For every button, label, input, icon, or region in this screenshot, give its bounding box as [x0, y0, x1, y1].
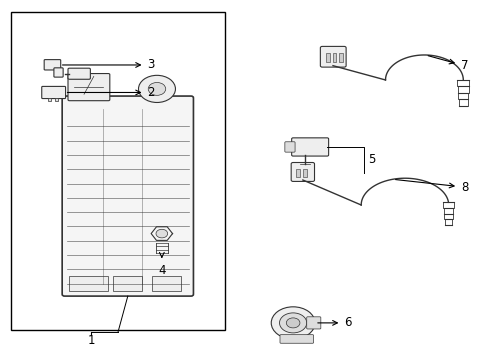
FancyBboxPatch shape — [280, 335, 313, 343]
FancyBboxPatch shape — [306, 317, 320, 329]
Text: 8: 8 — [395, 180, 468, 194]
Text: 4: 4 — [158, 252, 165, 277]
Bar — [325, 53, 329, 62]
FancyBboxPatch shape — [285, 142, 294, 152]
Bar — [69, 276, 108, 291]
Bar — [152, 276, 181, 291]
Bar — [11, 12, 224, 330]
FancyBboxPatch shape — [320, 46, 346, 67]
Circle shape — [286, 318, 299, 328]
Circle shape — [148, 82, 165, 95]
Text: 7: 7 — [427, 56, 468, 72]
Bar — [303, 169, 306, 177]
FancyBboxPatch shape — [68, 73, 110, 101]
Bar — [55, 98, 58, 102]
FancyBboxPatch shape — [54, 68, 63, 77]
Bar — [332, 53, 336, 62]
Bar — [113, 276, 142, 291]
FancyBboxPatch shape — [41, 86, 65, 99]
Circle shape — [156, 229, 167, 238]
FancyBboxPatch shape — [290, 162, 314, 181]
FancyBboxPatch shape — [68, 68, 90, 79]
Bar — [338, 53, 342, 62]
Circle shape — [279, 313, 306, 333]
Circle shape — [138, 75, 175, 103]
FancyBboxPatch shape — [291, 138, 328, 156]
Bar — [47, 98, 51, 102]
FancyBboxPatch shape — [62, 96, 193, 296]
Text: 1: 1 — [87, 334, 95, 347]
Bar — [295, 169, 299, 177]
Text: 3: 3 — [62, 58, 154, 72]
Text: 6: 6 — [317, 316, 351, 329]
Text: 5: 5 — [368, 153, 375, 166]
Circle shape — [271, 307, 314, 339]
Text: 2: 2 — [67, 86, 154, 99]
FancyBboxPatch shape — [44, 60, 61, 70]
